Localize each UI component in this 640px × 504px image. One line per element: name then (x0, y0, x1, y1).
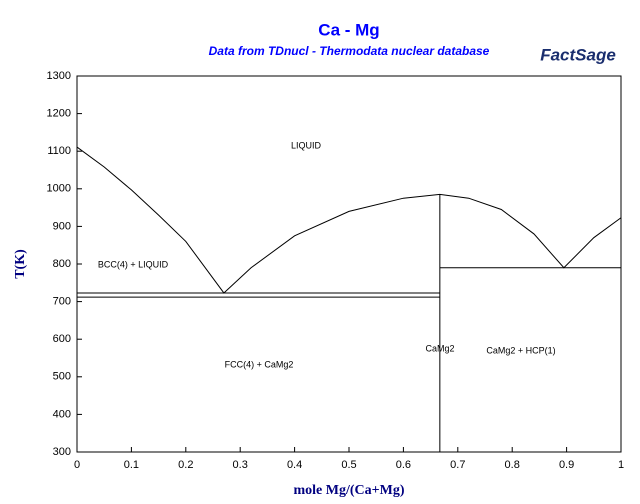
y-tick-label: 800 (53, 258, 71, 270)
phase-boundary (76, 146, 622, 294)
x-axis-label: mole Mg/(Ca+Mg) (294, 483, 405, 498)
x-tick-label: 0.5 (341, 459, 356, 471)
x-tick-label: 0.6 (396, 459, 411, 471)
y-tick-label: 1200 (47, 108, 71, 120)
y-tick-label: 500 (53, 371, 71, 383)
chart-title: Ca - Mg (318, 20, 379, 39)
x-tick-label: 0.8 (505, 459, 520, 471)
x-tick-label: 0 (74, 459, 80, 471)
chart-subtitle: Data from TDnucl - Thermodata nuclear da… (209, 44, 490, 58)
x-tick-label: 0.2 (178, 459, 193, 471)
x-tick-label: 0.7 (450, 459, 465, 471)
y-tick-label: 1300 (47, 70, 71, 82)
region-label: BCC(4) + LIQUID (98, 259, 169, 269)
region-label: FCC(4) + CaMg2 (225, 359, 294, 369)
y-tick-label: 900 (53, 220, 71, 232)
region-label: CaMg2 (425, 343, 454, 353)
y-tick-label: 600 (53, 333, 71, 345)
y-tick-label: 1000 (47, 183, 71, 195)
region-label: LIQUID (291, 140, 322, 150)
y-tick-label: 700 (53, 296, 71, 308)
x-tick-label: 0.9 (559, 459, 574, 471)
y-tick-label: 400 (53, 408, 71, 420)
region-label: CaMg2 + HCP(1) (486, 345, 555, 355)
x-tick-label: 1 (618, 459, 624, 471)
y-tick-label: 1100 (47, 145, 71, 157)
logo: FactSage (540, 45, 616, 64)
y-tick-label: 300 (53, 446, 71, 458)
x-tick-label: 0.4 (287, 459, 302, 471)
x-tick-label: 0.3 (233, 459, 248, 471)
x-tick-label: 0.1 (124, 459, 139, 471)
y-axis-label: T(K) (13, 249, 28, 279)
